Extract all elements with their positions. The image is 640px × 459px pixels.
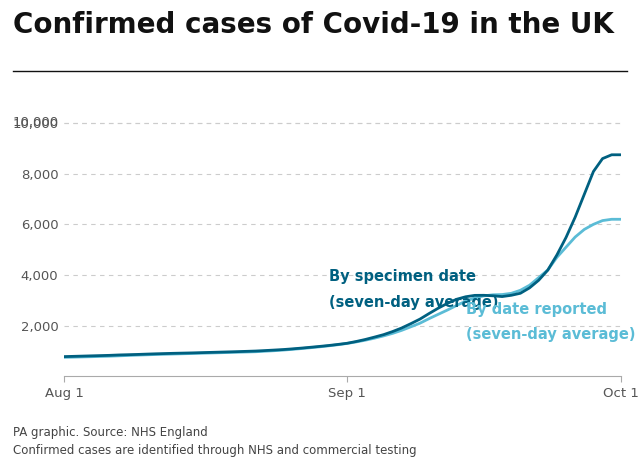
Text: (seven-day average): (seven-day average) bbox=[466, 327, 635, 342]
Text: By date reported: By date reported bbox=[466, 302, 607, 317]
Text: By specimen date: By specimen date bbox=[329, 269, 476, 284]
Text: Confirmed cases of Covid-19 in the UK: Confirmed cases of Covid-19 in the UK bbox=[13, 11, 614, 39]
Text: (seven-day average): (seven-day average) bbox=[329, 295, 498, 310]
Text: PA graphic. Source: NHS England
Confirmed cases are identified through NHS and c: PA graphic. Source: NHS England Confirme… bbox=[13, 425, 417, 457]
Text: 10,000: 10,000 bbox=[12, 116, 58, 129]
